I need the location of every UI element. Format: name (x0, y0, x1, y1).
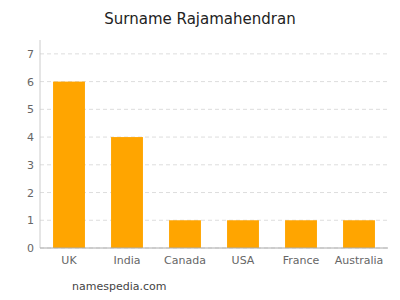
chart: Surname Rajamahendran 0 1 2 3 4 5 6 7 UK India Cana… (0, 0, 400, 300)
y-tick-label: 4 (27, 131, 34, 144)
grid-line (40, 220, 388, 221)
y-axis-line (40, 40, 41, 248)
x-tick-label: Australia (335, 254, 384, 267)
grid-line (40, 109, 388, 110)
x-tick-label: Canada (164, 254, 206, 267)
bar (343, 220, 375, 248)
bar (227, 220, 259, 248)
title: Surname Rajamahendran (104, 10, 295, 28)
y-tick-label: 5 (27, 103, 34, 116)
bar (169, 220, 201, 248)
grid-line (40, 81, 388, 82)
y-tick-label: 2 (27, 187, 34, 200)
x-tick-label: UK (61, 254, 77, 267)
y-tick-label: 0 (27, 242, 34, 255)
y-tick-label: 7 (27, 48, 34, 61)
x-tick-label: USA (232, 254, 255, 267)
bar (53, 82, 85, 248)
x-tick-label: France (283, 254, 320, 267)
grid (40, 54, 388, 248)
grid-line (40, 53, 388, 54)
y-tick-label: 1 (27, 214, 34, 227)
y-tick-label: 6 (27, 76, 34, 89)
grid-line (40, 137, 388, 138)
bars (53, 82, 375, 248)
bar (111, 137, 143, 248)
x-axis-line (40, 248, 388, 249)
grid-line (40, 192, 388, 193)
grid-line (40, 164, 388, 165)
grid-line (40, 248, 388, 249)
footer-text: namespedia.com (72, 280, 166, 293)
bar (285, 220, 317, 248)
x-tick-label: India (114, 254, 141, 267)
y-tick-label: 3 (27, 159, 34, 172)
